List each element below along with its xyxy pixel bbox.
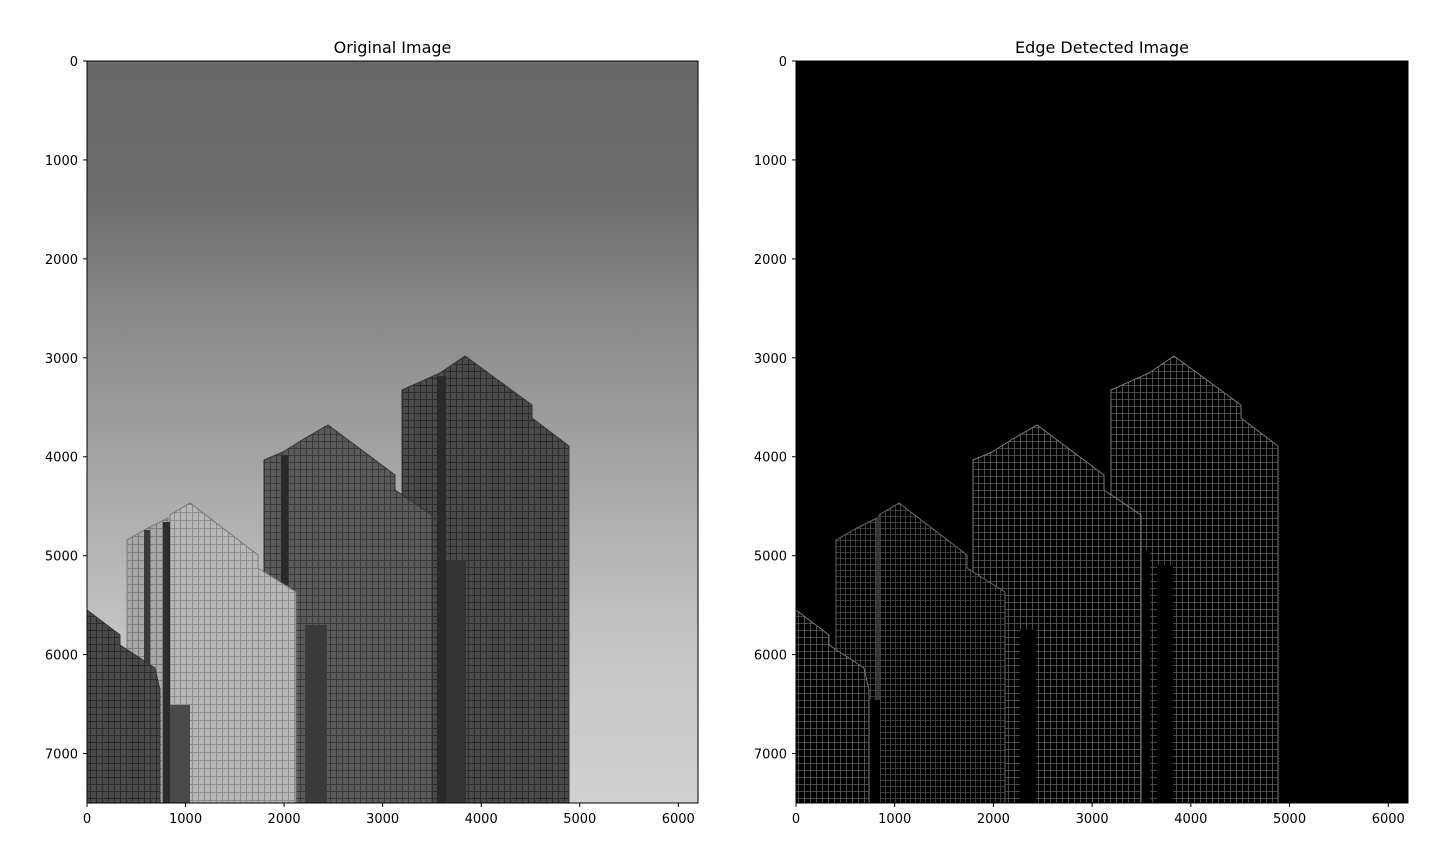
x-tick-label: 0 <box>83 812 91 827</box>
x-tick-label: 1000 <box>169 812 202 827</box>
x-tick-label: 5000 <box>563 812 596 827</box>
y-tick-label: 7000 <box>45 748 78 763</box>
tower-right-slit <box>437 376 446 803</box>
x-tick-label: 6000 <box>1372 812 1405 827</box>
edge-tower-right <box>1110 355 1279 803</box>
edge-tower-right-gap <box>1141 550 1150 803</box>
y-tick-label: 3000 <box>754 352 787 367</box>
x-tick-label: 4000 <box>1174 812 1207 827</box>
x-tick-label: 5000 <box>1273 812 1306 827</box>
x-tick-label: 3000 <box>1076 812 1109 827</box>
tower-right-shadow <box>446 560 466 803</box>
y-tick-label: 2000 <box>45 253 78 268</box>
y-tick-label: 1000 <box>45 154 78 169</box>
tower-middle-shadow <box>305 625 327 803</box>
edge-tower-right-shadow <box>1157 565 1173 803</box>
axes-frame-edges <box>795 60 1409 804</box>
y-tick-label: 5000 <box>754 550 787 565</box>
y-tick-label: 0 <box>779 55 787 70</box>
edge-tower-front <box>878 502 1006 803</box>
edge-image <box>796 61 1408 803</box>
edge-building-bottom-left <box>796 609 870 803</box>
original-image <box>87 61 698 803</box>
tower-front-slit <box>144 530 150 665</box>
y-tick-label: 5000 <box>45 550 78 565</box>
axes-frame-original <box>86 60 699 804</box>
y-tick-label: 2000 <box>754 253 787 268</box>
title-edges: Edge Detected Image <box>1015 38 1189 57</box>
x-tick-label: 4000 <box>465 812 498 827</box>
x-tick-label: 6000 <box>662 812 695 827</box>
y-tick-label: 6000 <box>754 649 787 664</box>
y-tick-label: 4000 <box>754 451 787 466</box>
y-tick-label: 1000 <box>754 154 787 169</box>
y-tick-label: 0 <box>70 55 78 70</box>
y-tick-label: 3000 <box>45 352 78 367</box>
x-tick-label: 3000 <box>366 812 399 827</box>
tower-front-gap <box>163 522 170 803</box>
tower-front-shadow <box>170 705 190 803</box>
ticks-edges: 0 1000 2000 3000 4000 5000 6000 0 1000 2000 3000 40… <box>754 55 1405 827</box>
y-tick-label: 6000 <box>45 649 78 664</box>
panel-original: Original Image 0 1000 2000 3000 4000 5000 6000… <box>45 38 699 827</box>
x-tick-label: 1000 <box>878 812 911 827</box>
x-tick-label: 2000 <box>268 812 301 827</box>
x-tick-label: 2000 <box>977 812 1010 827</box>
building-bottom-left <box>87 609 161 803</box>
edge-tower-middle <box>972 424 1142 803</box>
y-tick-label: 4000 <box>45 451 78 466</box>
ticks-original: 0 1000 2000 3000 4000 5000 6000 0 1000 2000 3000 40… <box>45 55 695 827</box>
edge-tower-middle-shadow <box>1020 630 1036 803</box>
tower-middle-slit <box>281 455 288 585</box>
tower-front <box>169 502 297 803</box>
x-tick-label: 0 <box>792 812 800 827</box>
panel-edges: Edge Detected Image 0 1000 2000 3000 4000 500… <box>754 38 1409 827</box>
title-original: Original Image <box>334 38 452 57</box>
y-tick-label: 7000 <box>754 748 787 763</box>
